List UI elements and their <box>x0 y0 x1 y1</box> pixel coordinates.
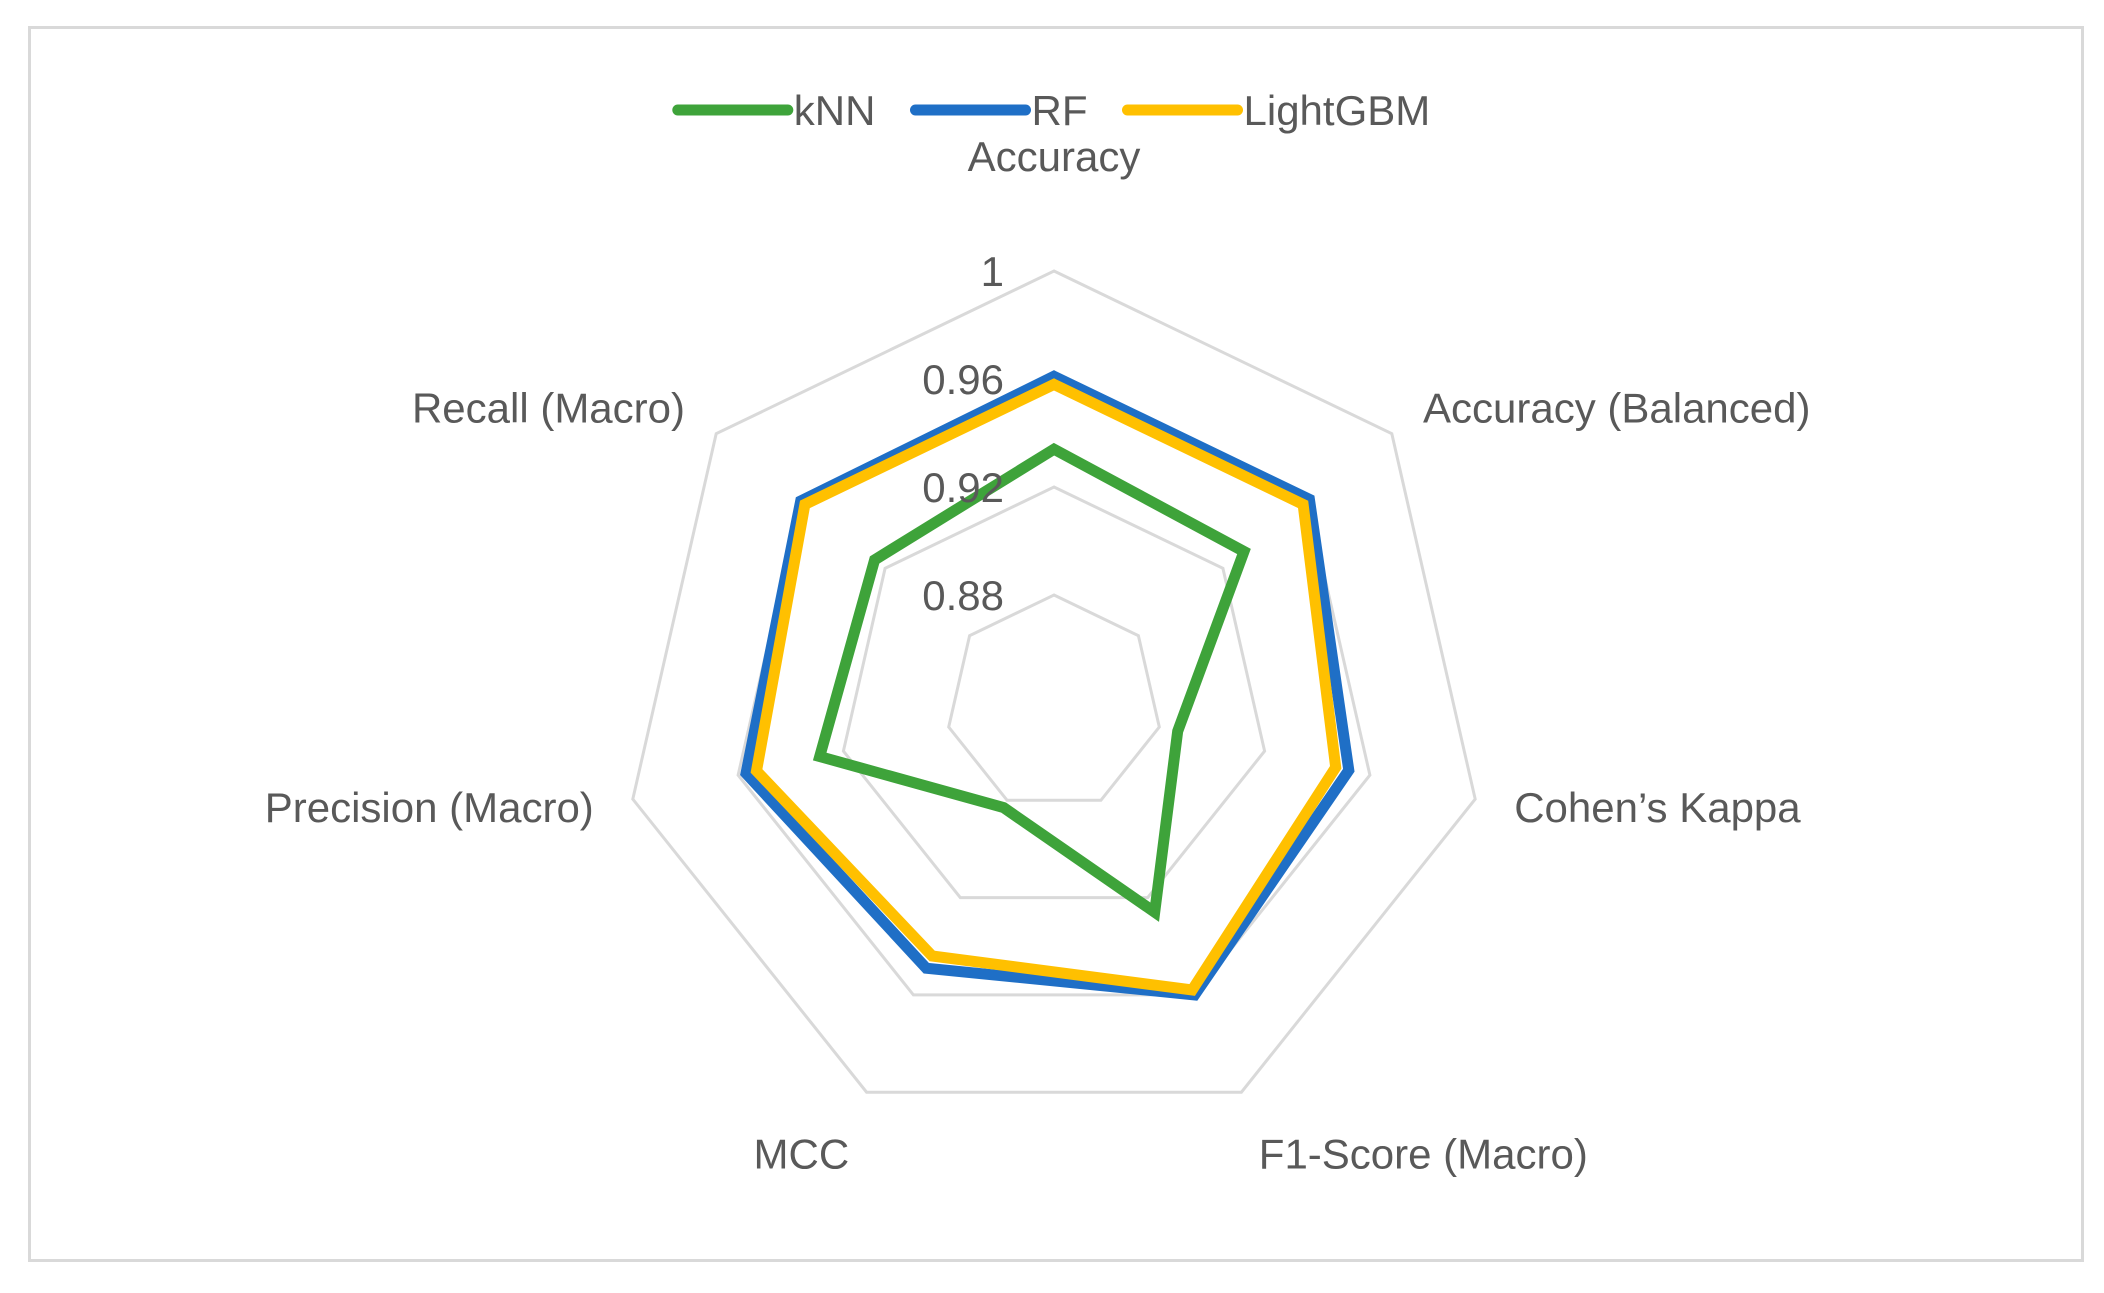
axis-label: Accuracy (Balanced) <box>1423 385 1811 432</box>
tick-label: 0.88 <box>922 572 1004 619</box>
grid-ring-2 <box>736 377 1372 997</box>
legend-label-knn: kNN <box>794 87 876 134</box>
axis-label: Recall (Macro) <box>412 385 685 432</box>
grid-ring-0 <box>947 593 1161 802</box>
tick-label: 0.96 <box>922 356 1004 403</box>
axis-label: MCC <box>754 1130 850 1177</box>
tick-label: 1 <box>981 248 1004 295</box>
tick-label: 0.92 <box>922 464 1004 511</box>
grid-ring-3 <box>631 269 1477 1094</box>
series-line-rf <box>740 370 1355 1001</box>
legend-label-rf: RF <box>1032 87 1088 134</box>
tick-label-layer: 0.88 0.92 0.96 1 <box>922 248 1004 619</box>
legend-label-lightgbm: LightGBM <box>1244 87 1431 134</box>
series-line-lightgbm <box>750 378 1342 996</box>
series-layer <box>740 370 1355 1001</box>
axis-label: Accuracy <box>968 133 1141 180</box>
series-line-knn <box>812 442 1251 922</box>
axis-label: Cohen’s Kappa <box>1514 784 1801 831</box>
chart-frame <box>28 26 2084 1262</box>
axis-label: F1-Score (Macro) <box>1259 1130 1588 1177</box>
axis-label: Precision (Macro) <box>265 784 594 831</box>
legend: kNN RF LightGBM <box>672 87 1431 134</box>
axis-label-layer: Accuracy Accuracy (Balanced) Cohen’s Kappa… <box>265 133 1811 1177</box>
